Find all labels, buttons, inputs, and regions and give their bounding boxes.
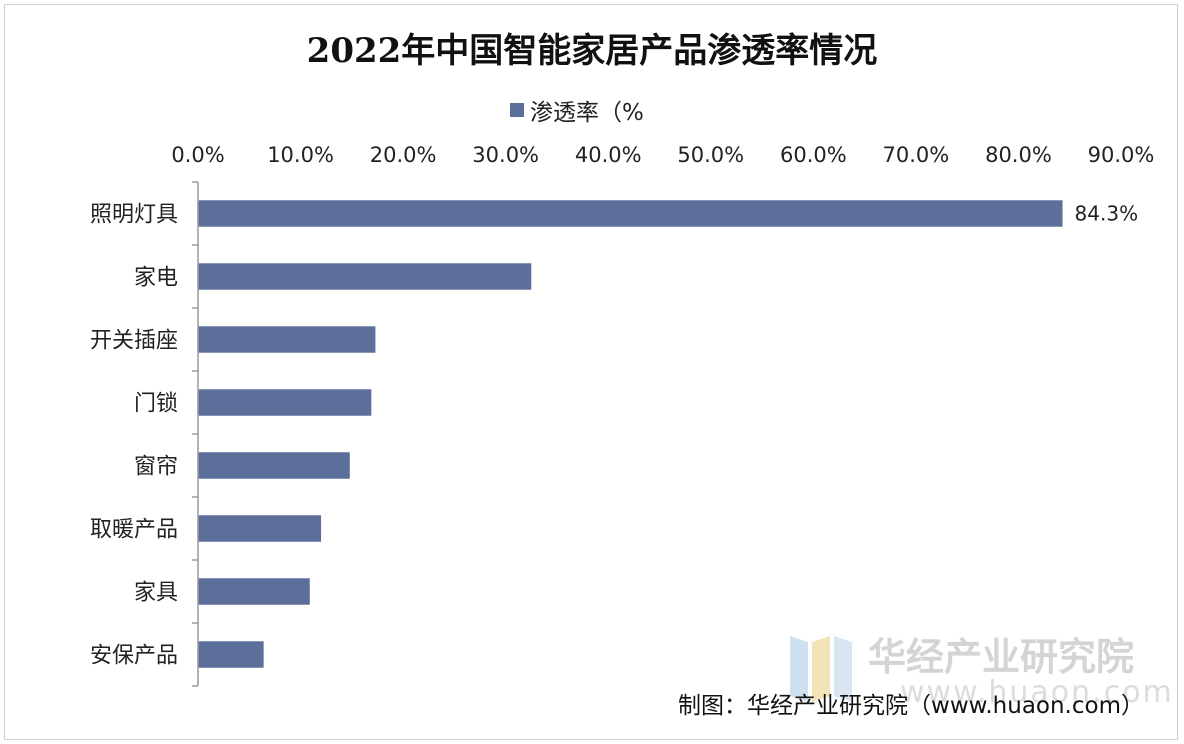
watermark-logo-blue [790, 636, 808, 702]
source-note: 制图：华经产业研究院（www.huaon.com） [678, 693, 1144, 719]
x-tick-label: 70.0% [883, 143, 950, 167]
x-tick-label: 90.0% [1088, 143, 1155, 167]
x-tick-label: 10.0% [267, 143, 334, 167]
bar-5 [198, 452, 350, 479]
data-labels: 84.3% [1075, 202, 1139, 226]
category-label: 照明灯具 [90, 203, 178, 228]
legend-label: 渗透率（% [530, 100, 644, 126]
category-label: 安保产品 [90, 644, 178, 669]
y-axis-ticks [192, 181, 198, 687]
category-label: 门锁 [134, 392, 178, 417]
x-tick-label: 80.0% [985, 143, 1052, 167]
data-label: 84.3% [1075, 202, 1139, 226]
legend: 渗透率（% [510, 100, 644, 126]
bar-7 [198, 578, 310, 605]
category-label: 家电 [134, 266, 178, 291]
watermark-url: www.huaon.com [900, 675, 1174, 710]
watermark-brand: 华经产业研究院 [868, 635, 1134, 679]
category-label: 取暖产品 [90, 518, 178, 543]
category-label: 开关插座 [90, 329, 178, 354]
bar-6 [198, 515, 322, 542]
x-tick-label: 50.0% [677, 143, 744, 167]
chart-frame [4, 4, 1178, 740]
bar-3 [198, 326, 376, 353]
x-tick-label: 30.0% [472, 143, 539, 167]
legend-swatch [510, 103, 524, 117]
chart-title: 2022年中国智能家居产品渗透率情况 [307, 31, 878, 71]
bar-2 [198, 263, 532, 290]
x-tick-label: 40.0% [575, 143, 642, 167]
x-tick-label: 60.0% [780, 143, 847, 167]
bar-1 [198, 200, 1063, 227]
category-label: 家具 [134, 581, 178, 606]
bar-8 [198, 641, 264, 668]
bars [198, 200, 1063, 668]
watermark-logo-lightblue [834, 636, 852, 702]
x-tick-label: 20.0% [370, 143, 437, 167]
x-axis-ticks: 0.0% 10.0% 20.0% 30.0% 40.0% 50.0% 60.0% 70.0% 8… [171, 143, 1154, 167]
bar-4 [198, 389, 372, 416]
watermark-logo-yellow [812, 636, 830, 702]
watermark: 华经产业研究院 www.huaon.com [790, 635, 1174, 710]
category-label: 窗帘 [134, 455, 178, 480]
x-tick-label: 0.0% [171, 143, 224, 167]
